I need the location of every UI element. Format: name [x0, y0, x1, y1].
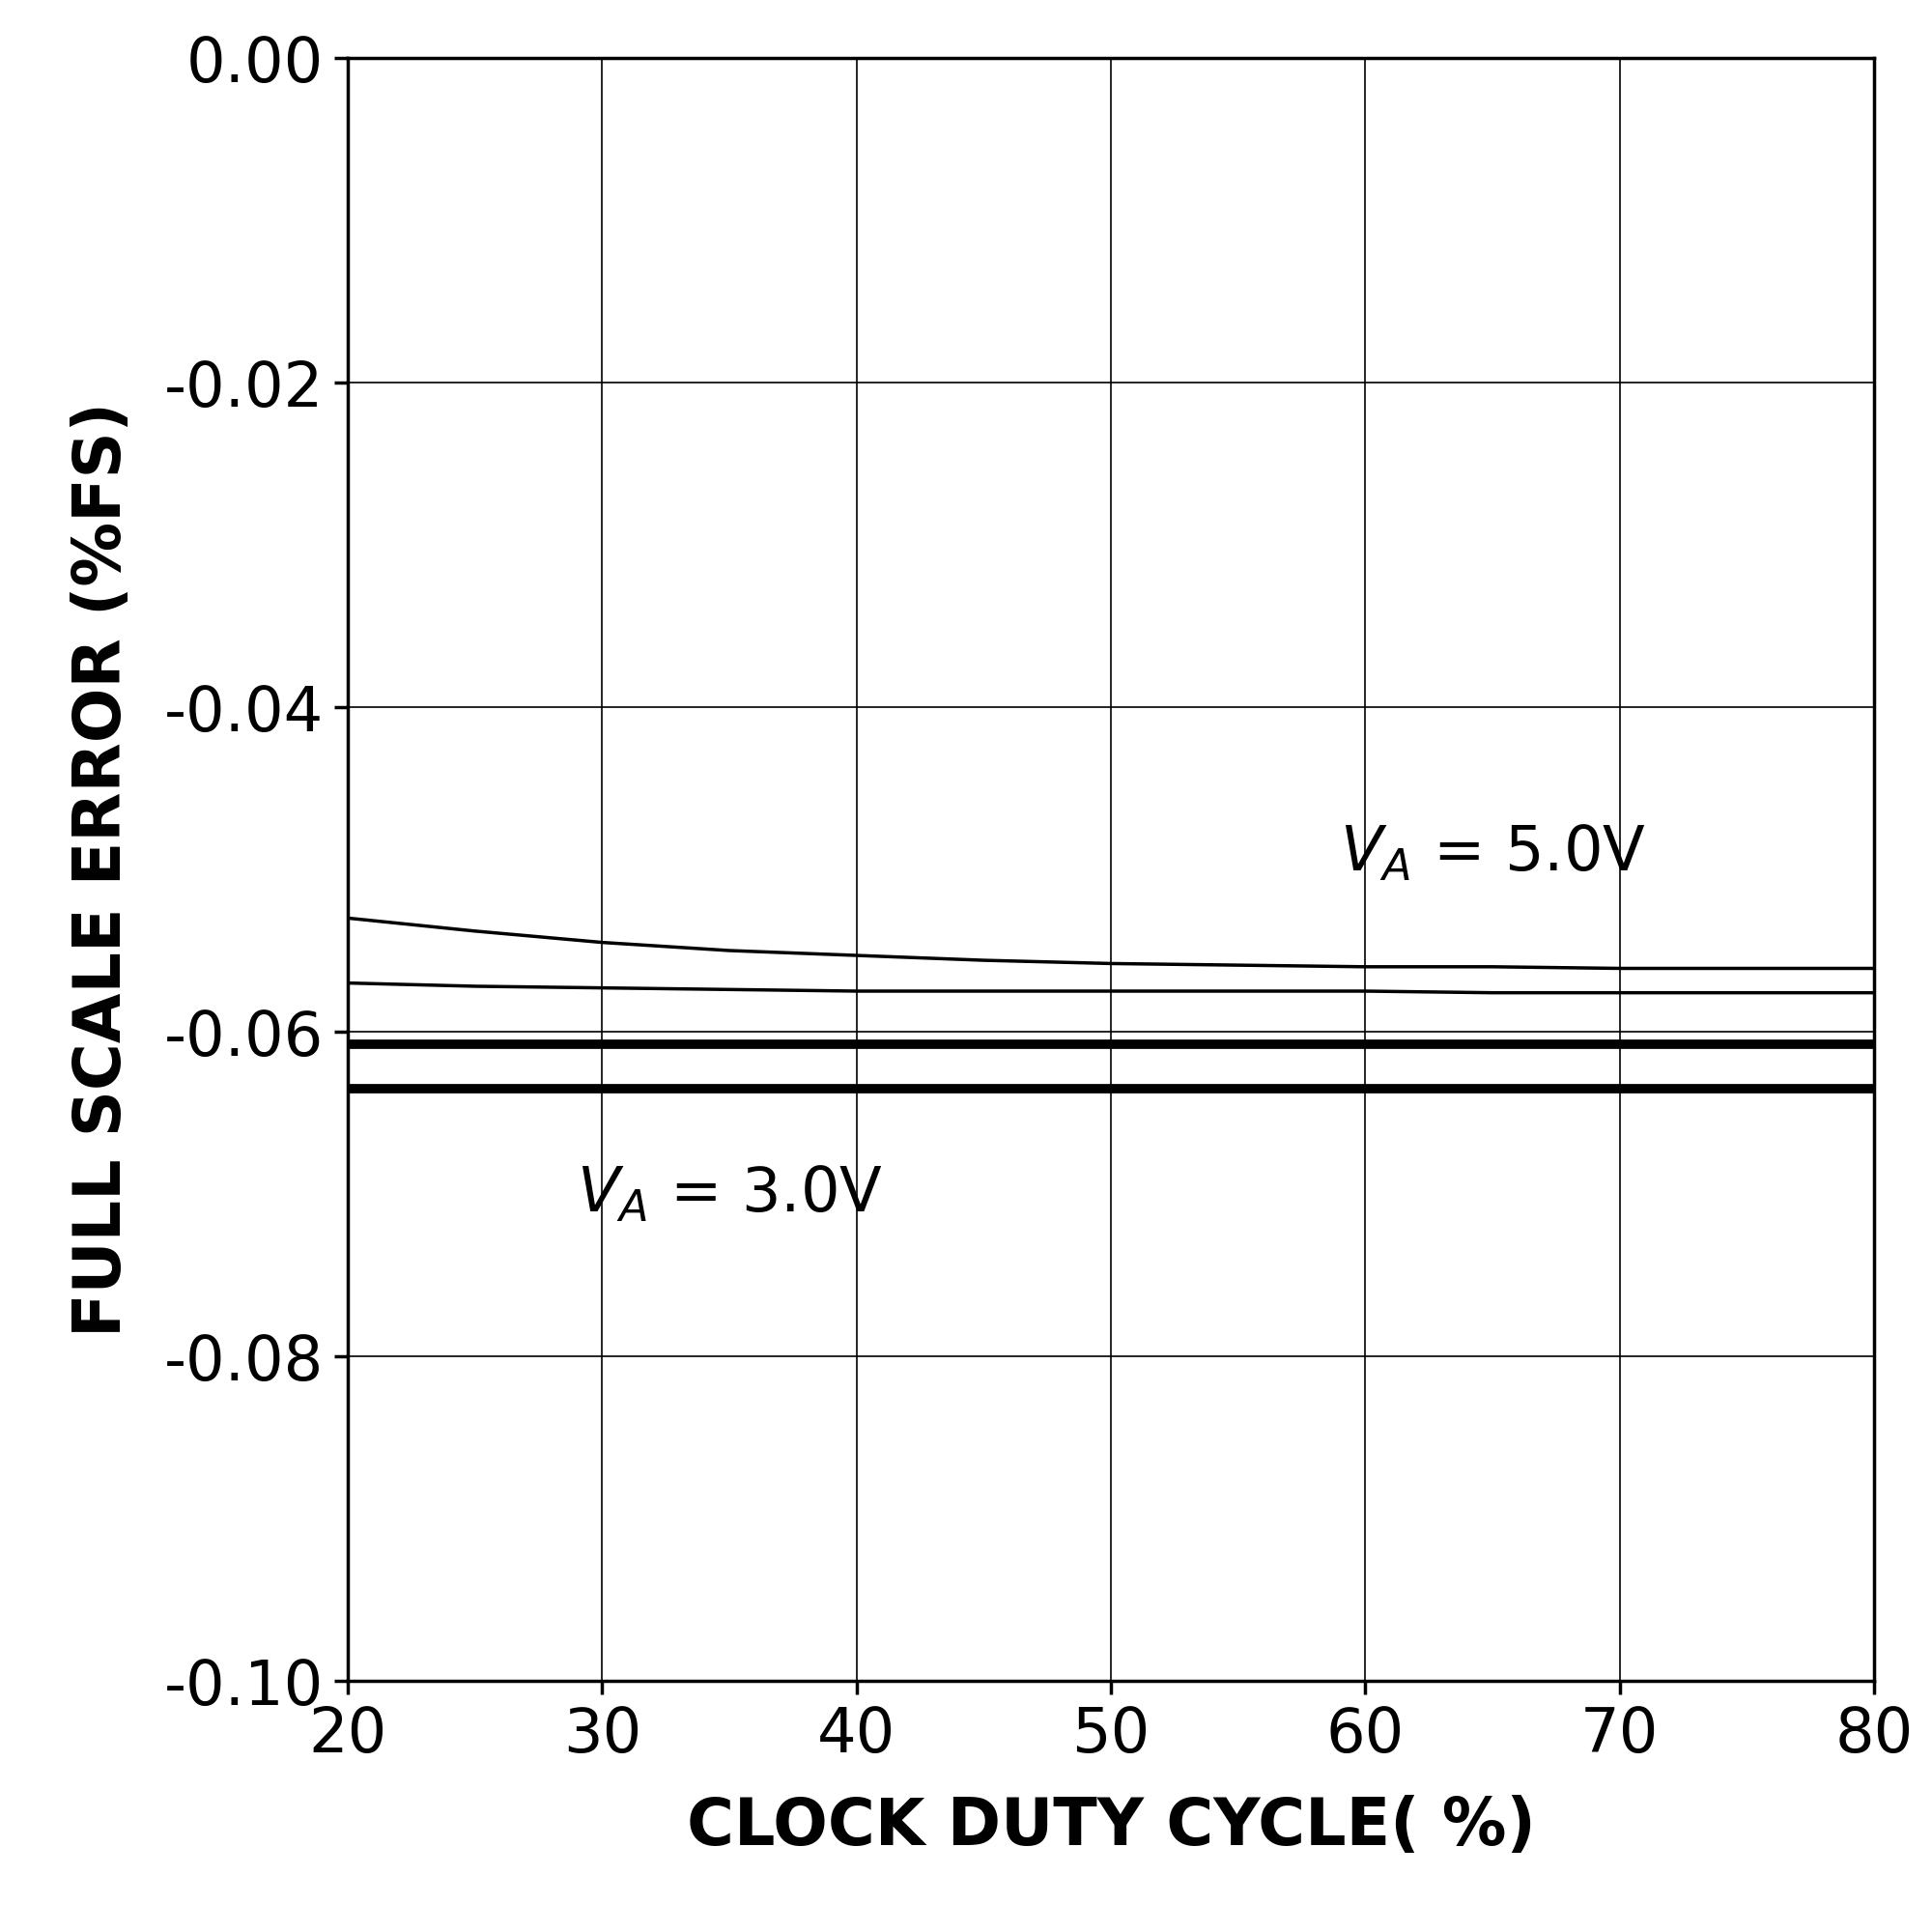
X-axis label: CLOCK DUTY CYCLE( %): CLOCK DUTY CYCLE( %) — [686, 1795, 1536, 1859]
Text: $V_A$ = 5.0V: $V_A$ = 5.0V — [1341, 823, 1646, 883]
Y-axis label: FULL SCALE ERROR (%FS): FULL SCALE ERROR (%FS) — [71, 402, 135, 1337]
Text: $V_A$ = 3.0V: $V_A$ = 3.0V — [576, 1163, 883, 1225]
